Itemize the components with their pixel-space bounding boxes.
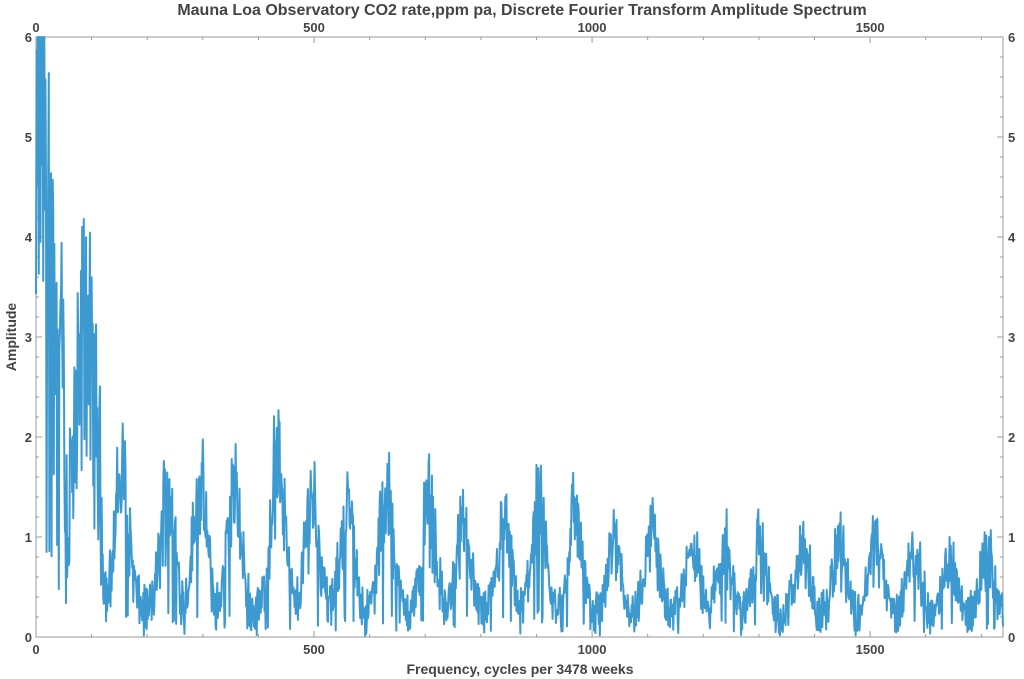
x-axis-label: Frequency, cycles per 3478 weeks	[407, 661, 634, 677]
y-tick-label-left: 6	[25, 30, 32, 45]
plot-frame	[35, 36, 1004, 638]
y-tick-label-left: 1	[25, 530, 32, 545]
x-tick-label-bottom: 0	[32, 642, 39, 657]
y-tick-label-right: 4	[1008, 230, 1016, 245]
y-tick-label-right: 5	[1008, 130, 1015, 145]
y-tick-label-right: 3	[1008, 330, 1015, 345]
y-tick-label-left: 4	[25, 230, 33, 245]
y-tick-label-left: 3	[25, 330, 32, 345]
y-axis-label: Amplitude	[3, 303, 19, 372]
x-tick-label-top: 1000	[578, 20, 607, 35]
top-x-axis: 0 500 1000 1500	[32, 20, 982, 43]
y-tick-label-left: 0	[25, 630, 32, 645]
y-tick-label-right: 1	[1008, 530, 1015, 545]
y-tick-label-left: 2	[25, 430, 32, 445]
y-tick-label-left: 5	[25, 130, 32, 145]
left-y-axis: 0 1 2 3 4 5 6	[25, 30, 42, 645]
y-tick-label-right: 6	[1008, 30, 1015, 45]
chart-title: Mauna Loa Observatory CO2 rate,ppm pa, D…	[177, 2, 866, 19]
right-y-axis: 0 1 2 3 4 5 6	[997, 30, 1016, 645]
x-tick-label-top: 0	[32, 20, 39, 35]
y-tick-label-right: 2	[1008, 430, 1015, 445]
x-tick-label-top: 500	[303, 20, 325, 35]
amplitude-spectrum-line	[35, 36, 1004, 637]
y-tick-label-right: 0	[1008, 630, 1015, 645]
x-tick-label-bottom: 1000	[578, 642, 607, 657]
x-tick-label-bottom: 1500	[856, 642, 885, 657]
bottom-x-axis: 0 500 1000 1500	[32, 631, 982, 657]
x-tick-label-top: 1500	[856, 20, 885, 35]
x-tick-label-bottom: 500	[303, 642, 325, 657]
